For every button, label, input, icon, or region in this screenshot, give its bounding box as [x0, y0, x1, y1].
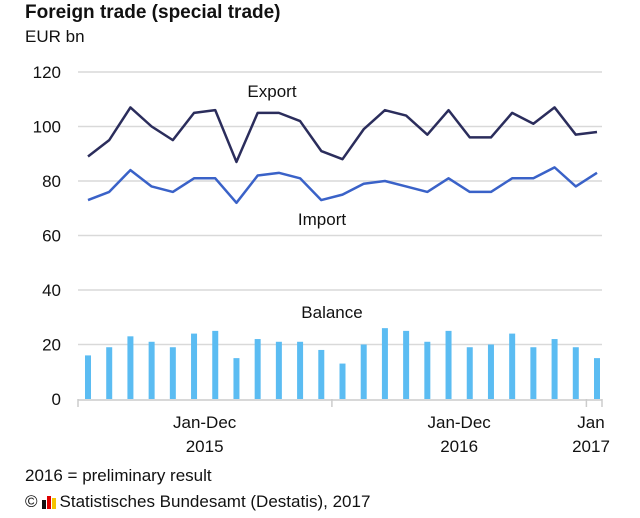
balance-bar	[487, 344, 494, 399]
balance-bar	[424, 341, 431, 399]
y-tick-label: 120	[33, 63, 61, 82]
x-tick-label: 2017	[572, 437, 610, 456]
import-line	[87, 166, 598, 205]
export-line	[87, 106, 598, 164]
balance-bar	[191, 333, 198, 399]
y-tick-label: 0	[52, 390, 61, 409]
x-tick-label: 2016	[440, 437, 478, 456]
balance-bar	[275, 341, 282, 399]
balance-bar	[148, 341, 155, 399]
x-tick-label: Jan	[577, 413, 604, 432]
export-label: Export	[247, 82, 296, 101]
x-tick-label: Jan-Dec	[173, 413, 237, 432]
footnote: 2016 = preliminary result	[25, 466, 212, 485]
y-tick-label: 20	[42, 336, 61, 355]
balance-bar	[106, 347, 113, 399]
balance-bar	[530, 347, 537, 399]
balance-bar	[445, 330, 452, 399]
balance-bar	[403, 330, 410, 399]
balance-bar	[254, 339, 261, 399]
y-tick-label: 100	[33, 118, 61, 137]
balance-bar	[509, 333, 516, 399]
copyright-symbol: ©	[25, 492, 38, 511]
x-tick-label: Jan-Dec	[427, 413, 491, 432]
balance-bar	[360, 344, 367, 399]
balance-bar	[339, 363, 346, 399]
source-text: Statistisches Bundesamt (Destatis), 2017	[59, 492, 371, 511]
y-tick-label: 60	[42, 227, 61, 246]
balance-bar	[381, 328, 388, 399]
chart-title: Foreign trade (special trade)	[25, 2, 281, 23]
balance-label: Balance	[301, 303, 362, 322]
y-axis-unit: EUR bn	[25, 27, 85, 46]
balance-bar	[594, 358, 600, 399]
balance-bar	[85, 355, 91, 399]
balance-bar	[551, 339, 558, 399]
balance-bar	[212, 330, 219, 399]
import-label: Import	[298, 210, 346, 229]
balance-bar	[233, 358, 240, 399]
balance-bar	[572, 347, 579, 399]
y-tick-label: 80	[42, 172, 61, 191]
balance-bar	[318, 349, 325, 399]
destatis-logo-icon	[41, 495, 56, 509]
balance-bar	[127, 336, 134, 399]
balance-bar	[297, 341, 304, 399]
balance-bar	[466, 347, 473, 399]
source: © Statistisches Bundesamt (Destatis), 20…	[25, 492, 370, 512]
balance-bar	[169, 347, 176, 399]
y-tick-label: 40	[42, 281, 61, 300]
x-tick-label: 2015	[186, 437, 224, 456]
